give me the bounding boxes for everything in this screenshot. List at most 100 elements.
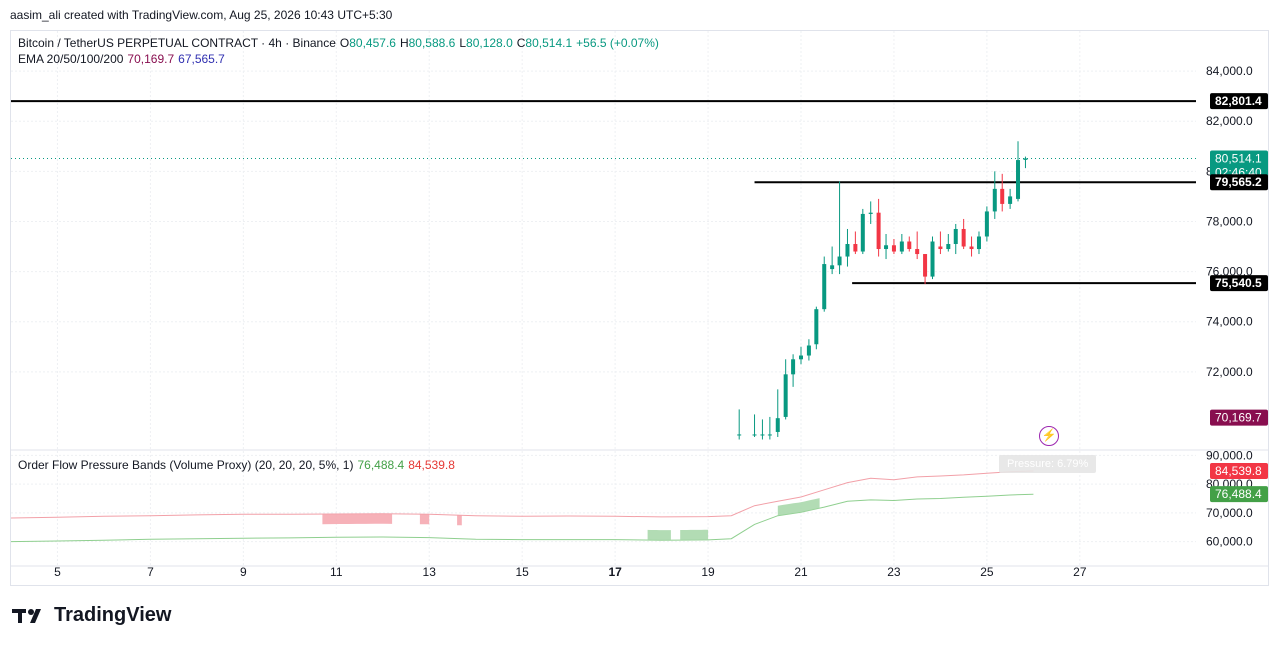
candle[interactable] [930,236,935,280]
candle[interactable] [1016,141,1021,202]
open-value: 80,457.6 [349,36,396,50]
indicator-pane [11,470,1034,543]
candle-body [984,211,989,237]
price-label[interactable]: 79,565.2 [1210,174,1268,191]
candle[interactable] [891,239,896,255]
price-tick-label: 78,000.0 [1206,214,1253,228]
candle[interactable] [752,414,757,437]
price-label[interactable]: 76,488.4 [1210,486,1268,503]
candle[interactable] [799,346,803,365]
price-label[interactable]: 84,539.8 [1210,463,1268,480]
price-label-box [1210,150,1268,181]
candle[interactable] [845,228,850,267]
candle-body [969,246,974,250]
candle-body [938,246,943,250]
tradingview-logo: TradingView [12,604,171,627]
candle[interactable] [1008,188,1013,209]
candle-body [930,241,935,277]
candle[interactable] [1000,173,1005,212]
price-label-box [1210,275,1268,292]
price-label-text: 76,488.4 [1215,487,1262,501]
candle-body [837,256,842,266]
candle-body [976,236,981,250]
candle[interactable] [822,256,827,312]
candle[interactable] [775,389,780,437]
candle-body [1023,158,1028,160]
high-label: H [399,36,409,50]
candle[interactable] [853,231,858,255]
pressure-signal-icon[interactable]: ⚡ [1039,426,1059,446]
candle[interactable] [737,409,742,440]
candle-body [992,188,997,212]
candle[interactable] [953,223,958,255]
price-label-box [1210,463,1268,480]
candle[interactable] [767,416,772,440]
candle[interactable] [783,359,788,420]
ema-legend[interactable]: EMA 20/50/100/200 70,169.7 67,565.7 [18,52,229,66]
candle[interactable] [876,198,881,257]
candle[interactable] [899,233,904,255]
price-label[interactable]: 82,801.4 [1210,93,1268,110]
candle[interactable] [760,419,765,440]
candle[interactable] [938,231,943,255]
candle[interactable] [1023,156,1028,169]
candle-body [783,374,788,417]
candle[interactable] [946,233,951,252]
candle[interactable] [915,231,920,260]
indicator-legend[interactable]: Order Flow Pressure Bands (Volume Proxy)… [18,458,459,472]
candle[interactable] [814,306,819,350]
candle[interactable] [837,181,842,275]
created-by-line: aasim_ali created with TradingView.com, … [10,8,393,22]
price-label-text: 75,540.5 [1215,276,1262,290]
price-label-text: 84,539.8 [1215,464,1262,478]
candle[interactable] [984,206,989,242]
price-label[interactable]: 70,169.7 [1210,409,1268,426]
buy-pressure-block [680,529,709,541]
indicator-label: Order Flow Pressure Bands (Volume Proxy)… [18,458,354,472]
candle-body [860,213,865,252]
candle-body [822,264,827,310]
candle-body [915,249,920,255]
x-tick-label: 21 [794,565,808,579]
candle[interactable] [868,201,873,224]
price-label[interactable]: 75,540.5 [1210,275,1268,292]
candle[interactable] [992,171,997,219]
x-tick-label: 5 [54,565,61,579]
price-label-box [1210,174,1268,191]
candle-body [791,359,796,375]
candle[interactable] [830,246,835,275]
x-tick-label: 11 [330,565,343,579]
chart-frame[interactable]: 84,000.082,000.080,000.078,000.076,000.0… [10,30,1269,586]
candle-body [923,254,928,277]
open-label: O [339,36,350,50]
candle[interactable] [976,231,981,255]
candle-body [799,355,803,360]
x-tick-label: 15 [515,565,529,579]
price-chart[interactable]: 84,000.082,000.080,000.078,000.076,000.0… [11,31,1268,585]
price-label-text: 70,169.7 [1215,411,1262,425]
candle-body [737,434,742,436]
price-label[interactable]: 80,514.102:46:40 [1210,150,1268,181]
candle[interactable] [884,233,889,260]
price-label-box [1210,409,1268,426]
x-tick-label: 9 [240,565,247,579]
candle[interactable] [961,218,966,250]
price-tick-label: 72,000.0 [1206,365,1253,379]
candle[interactable] [791,354,796,387]
grid-lines [11,31,1268,567]
candle[interactable] [806,339,811,361]
candle-body [907,241,912,250]
candle-body [876,212,881,250]
candle[interactable] [969,236,974,257]
candles [737,141,1028,440]
x-tick-label: 13 [423,565,437,579]
change-value: +56.5 (+0.07%) [576,36,659,50]
candle[interactable] [860,208,865,255]
low-value: 80,128.0 [466,36,513,50]
tradingview-logo-icon [12,608,41,623]
price-label-text: 82,801.4 [1215,94,1262,108]
candle[interactable] [907,236,912,252]
candle-body [891,245,896,252]
x-tick-label: 19 [701,565,715,579]
candle[interactable] [923,254,928,285]
